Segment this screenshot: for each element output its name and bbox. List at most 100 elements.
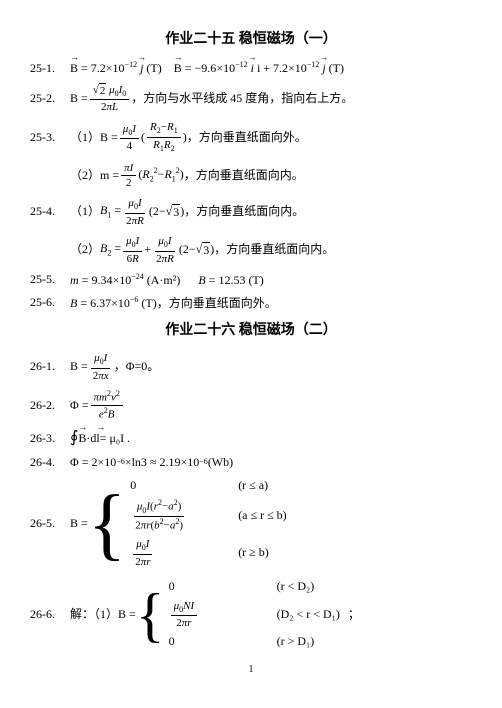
exponent: −24 bbox=[131, 272, 144, 281]
problem-content: （1） B1 = μ0I 2πR (2−3) ，方向垂直纸面向内。 bbox=[70, 196, 304, 228]
problem-num: 26-2. bbox=[30, 398, 70, 414]
problem-content: ∮ B ·d l = μ₀I . bbox=[70, 428, 130, 449]
problem-num: 26-6. bbox=[30, 607, 70, 623]
fraction: R2−R1 R1R2 bbox=[147, 120, 181, 154]
part-label: （2） bbox=[70, 168, 100, 184]
problem-content: Φ = πm2v2 e2B bbox=[70, 389, 125, 422]
problem-content: Φ = 2×10−6 ×ln3 ≈ 2.19×10−6(Wb) bbox=[70, 455, 233, 471]
problem-25-4-1: 25-4. （1） B1 = μ0I 2πR (2−3) ，方向垂直纸面向内。 bbox=[30, 196, 472, 228]
case-row: μ0I 2πr (r ≥ b) bbox=[130, 537, 287, 569]
problem-26-2: 26-2. Φ = πm2v2 e2B bbox=[30, 389, 472, 422]
fraction: πm2v2 e2B bbox=[91, 389, 123, 422]
cases-brace: { 0 (r ≤ a) μ0I(r2−a2) 2πr(b2−a2) (a ≤ r… bbox=[88, 476, 287, 571]
fraction: 2 μ0I0 2πL bbox=[90, 83, 130, 115]
problem-26-4: 26-4. Φ = 2×10−6 ×ln3 ≈ 2.19×10−6(Wb) bbox=[30, 455, 472, 471]
problem-content: mm = 9.34×10 = 9.34×10−24 (A·m²) B = 12.… bbox=[70, 272, 264, 289]
problem-num: 26-5. bbox=[30, 516, 70, 532]
problem-num: 25-3. bbox=[30, 130, 70, 146]
vector-b: B bbox=[70, 61, 78, 77]
fraction: μ0I 4 bbox=[120, 122, 139, 154]
problem-num: 26-3. bbox=[30, 431, 70, 447]
problem-content: （1） B = μ0I 4 ( R2−R1 R1R2 ) ，方向垂直纸面向外。 bbox=[70, 120, 307, 154]
case-cond: (r ≤ a) bbox=[238, 478, 268, 494]
text: B = bbox=[70, 516, 88, 532]
vector-l: l bbox=[96, 431, 99, 447]
problem-26-3: 26-3. ∮ B ·d l = μ₀I . bbox=[30, 428, 472, 449]
case-row: 0 (r < D₂) bbox=[169, 579, 340, 595]
problem-num: 26-4. bbox=[30, 455, 70, 471]
text: ·d bbox=[86, 431, 96, 447]
text: B = bbox=[118, 607, 136, 623]
semicolon: ； bbox=[348, 607, 360, 623]
case-expr: 0 bbox=[169, 634, 269, 650]
brace-icon: { bbox=[136, 577, 165, 652]
problem-content: 解：（1） B = { 0 (r < D₂) μ0NI 2πr (D₂ < r … bbox=[70, 577, 360, 652]
text: B = bbox=[70, 359, 88, 375]
note: ，方向垂直纸面向内。 bbox=[184, 204, 304, 220]
problem-content: B = μ0I 2πx ，Φ=0。 bbox=[70, 351, 159, 383]
vector-i: i bbox=[248, 61, 254, 77]
fraction: μ0NI 2πr bbox=[171, 599, 198, 631]
fraction: μ0I 2πx bbox=[90, 351, 112, 383]
problem-25-4-2: （2） B2 = μ0I 6R + μ0I 2πR (2−3) ，方向垂直纸面向… bbox=[70, 234, 472, 266]
case-expr: 0 bbox=[130, 478, 230, 494]
fraction: μ0I 2πR bbox=[153, 234, 177, 266]
paren: ( bbox=[141, 130, 145, 146]
case-expr: 0 bbox=[169, 579, 269, 595]
problem-25-3-1: 25-3. （1） B = μ0I 4 ( R2−R1 R1R2 ) ，方向垂直… bbox=[30, 120, 472, 154]
part-label: （1） bbox=[70, 204, 100, 220]
text: m = bbox=[100, 168, 119, 184]
case-cond: (r > D₁) bbox=[277, 634, 315, 650]
vector-b: B bbox=[78, 431, 86, 447]
problem-content: （2） B2 = μ0I 6R + μ0I 2πR (2−3) ，方向垂直纸面向… bbox=[70, 234, 334, 266]
text: i + 7.2×10 bbox=[254, 61, 307, 75]
text: = μ₀I . bbox=[100, 431, 130, 447]
note: ，方向垂直纸面向内。 bbox=[184, 168, 304, 184]
note: ，方向垂直纸面向外。 bbox=[187, 130, 307, 146]
note: ，方向与水平线成 45 度角，指向右上方。 bbox=[131, 91, 353, 107]
exponent: −12 bbox=[125, 60, 138, 69]
unit: (T) bbox=[138, 296, 156, 310]
case-row: μ0I(r2−a2) 2πr(b2−a2) (a ≤ r ≤ b) bbox=[130, 498, 287, 533]
problem-content: B = 6.37×10−6 (T)，方向垂直纸面向外。 bbox=[70, 295, 277, 312]
problem-26-5: 26-5. B = { 0 (r ≤ a) μ0I(r2−a2) 2πr(b2−… bbox=[30, 476, 472, 571]
problem-25-5: 25-5. mm = 9.34×10 = 9.34×10−24 (A·m²) B… bbox=[30, 272, 472, 289]
problem-num: 25-5. bbox=[30, 272, 70, 288]
problem-content: B = { 0 (r ≤ a) μ0I(r2−a2) 2πr(b2−a2) (a… bbox=[70, 476, 287, 571]
fraction: μ0I(r2−a2) 2πr(b2−a2) bbox=[132, 498, 186, 533]
page-number: 1 bbox=[30, 664, 472, 675]
problem-num: 25-6. bbox=[30, 295, 70, 311]
section-25-title: 作业二十五 稳恒磁场（一） bbox=[30, 28, 472, 48]
case-cond: (D₂ < r < D₁) bbox=[277, 607, 340, 623]
phi-text: ，Φ=0。 bbox=[114, 359, 160, 375]
fraction: μ0I 2πR bbox=[123, 196, 147, 228]
problem-25-3-2: （2） m = πI 2 (R22−R12) ，方向垂直纸面向内。 bbox=[70, 161, 472, 191]
case-row: 0 (r > D₁) bbox=[169, 634, 340, 650]
problem-26-1: 26-1. B = μ0I 2πx ，Φ=0。 bbox=[30, 351, 472, 383]
exponent: −6 bbox=[199, 457, 208, 467]
problem-26-6: 26-6. 解：（1） B = { 0 (r < D₂) μ0NI 2πr bbox=[30, 577, 472, 652]
vector-j: j bbox=[319, 61, 325, 77]
part-label: （1） bbox=[70, 130, 100, 146]
case-cond: (r ≥ b) bbox=[238, 545, 269, 561]
note: ，方向垂直纸面向外。 bbox=[157, 296, 277, 310]
problem-25-6: 25-6. B = 6.37×10−6 (T)，方向垂直纸面向外。 bbox=[30, 295, 472, 312]
text: Φ = 2×10 bbox=[70, 455, 116, 471]
problem-content: （2） m = πI 2 (R22−R12) ，方向垂直纸面向内。 bbox=[70, 161, 304, 191]
text: ×ln3 ≈ 2.19×10 bbox=[125, 455, 199, 471]
text: = −9.6×10 bbox=[182, 61, 235, 75]
unit: (A·m²) bbox=[144, 273, 181, 287]
problem-25-2: 25-2. B = 2 μ0I0 2πL ，方向与水平线成 45 度角，指向右上… bbox=[30, 83, 472, 115]
text: B = bbox=[100, 130, 118, 146]
fraction: μ0I 6R bbox=[123, 234, 142, 266]
text: = 7.2×10 bbox=[78, 61, 125, 75]
text: B = bbox=[70, 91, 88, 107]
exponent: −12 bbox=[235, 60, 248, 69]
part-label: 解：（1） bbox=[70, 607, 118, 623]
vector-b: B bbox=[174, 61, 182, 77]
exponent: −6 bbox=[116, 457, 125, 467]
problem-num: 25-1. bbox=[30, 61, 70, 77]
fraction: μ0I 2πr bbox=[132, 537, 153, 569]
exponent: −12 bbox=[307, 60, 320, 69]
cases-brace: { 0 (r < D₂) μ0NI 2πr (D₂ < r < D₁) bbox=[136, 577, 340, 652]
